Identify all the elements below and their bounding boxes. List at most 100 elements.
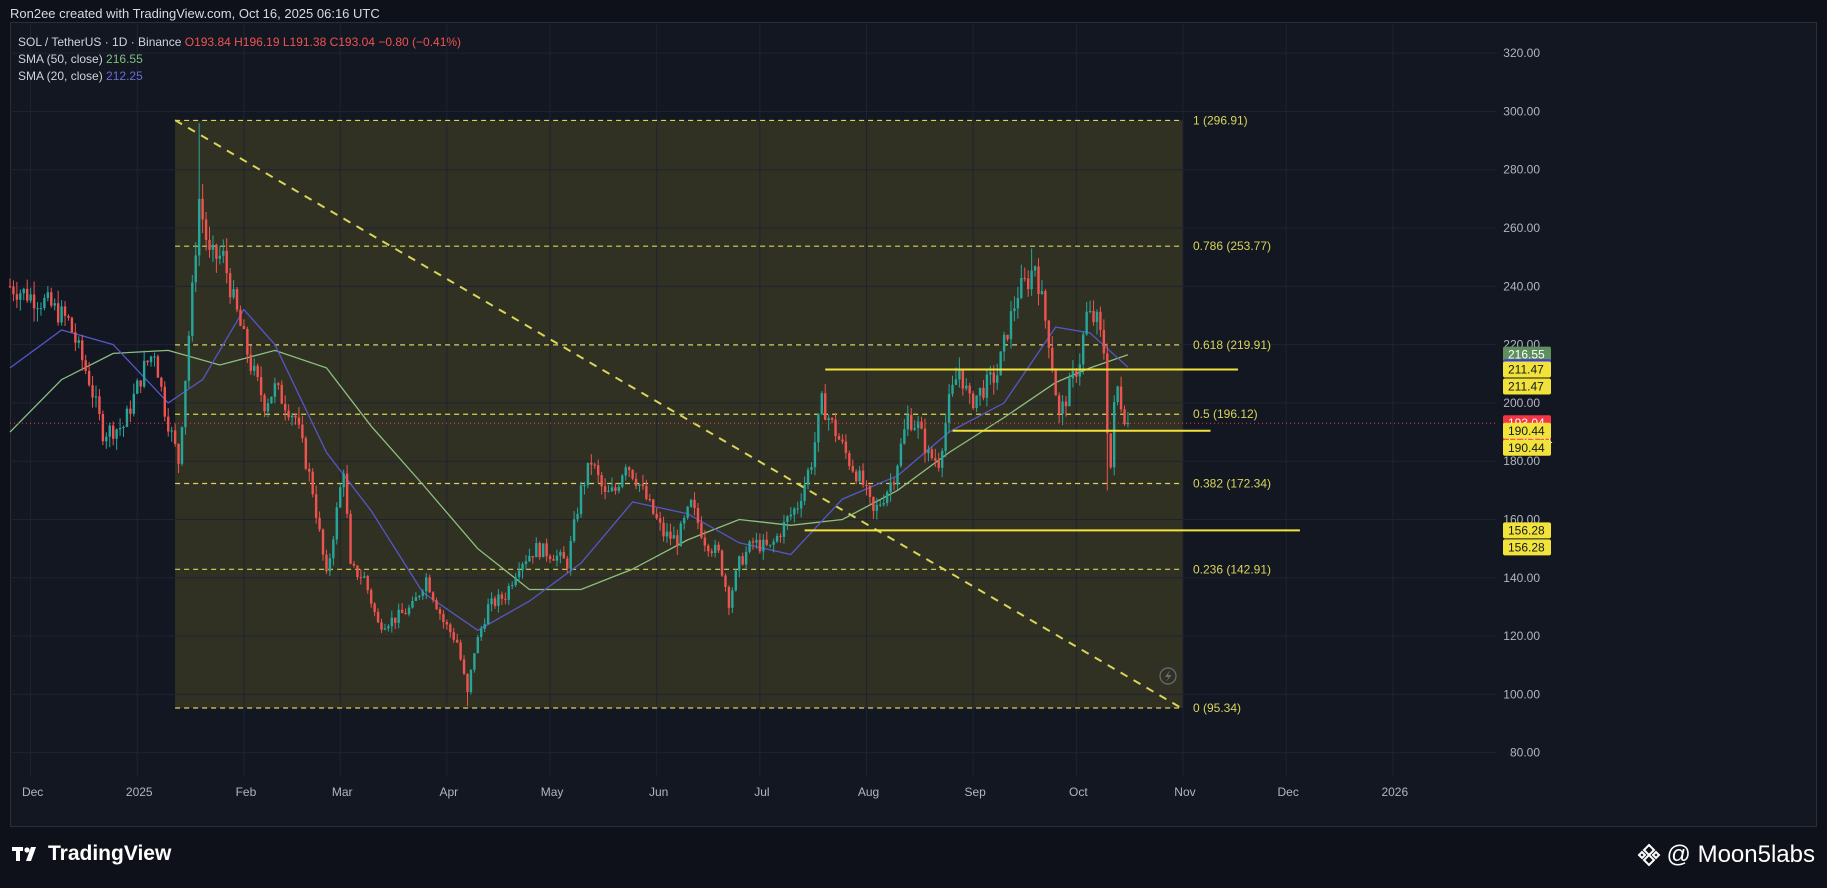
- sma-50-line: [9, 349, 1129, 591]
- candle-body: [218, 255, 222, 259]
- candle-body: [1026, 278, 1030, 290]
- candle-body: [607, 491, 610, 493]
- candle-body: [1075, 371, 1078, 377]
- candle-body: [428, 577, 431, 593]
- candle-body: [256, 365, 259, 378]
- candle-body: [476, 637, 480, 654]
- candlesticks: [8, 123, 1130, 707]
- candle-body: [414, 597, 418, 601]
- x-tick-label: Nov: [1174, 785, 1195, 799]
- candle-body: [868, 485, 872, 497]
- candle-body: [768, 544, 772, 546]
- sma50-row[interactable]: SMA (50, close) 216.55: [18, 51, 461, 68]
- candle-body: [63, 306, 67, 316]
- candle-body: [762, 539, 765, 552]
- candle-body: [872, 496, 875, 511]
- candle-body: [710, 551, 713, 554]
- candle-body: [686, 506, 689, 518]
- candle-body: [765, 539, 768, 545]
- candle-body: [1068, 378, 1071, 407]
- candle-body: [1078, 364, 1081, 377]
- candle-body: [228, 273, 232, 298]
- candle-body: [1106, 353, 1109, 434]
- candle-body: [394, 617, 397, 623]
- candle-body: [1071, 371, 1075, 379]
- candle-body: [56, 303, 60, 323]
- price-chart[interactable]: 1 (296.91) 0.786 (253.77) 0.618 (219.91) 0.…: [0, 0, 1827, 829]
- candle-body: [992, 372, 995, 383]
- candle-body: [786, 516, 789, 522]
- candle-body: [263, 395, 266, 412]
- candle-body: [111, 425, 115, 439]
- watermark-text: @ Moon5labs: [1666, 841, 1815, 868]
- tradingview-logo-icon: [12, 847, 36, 861]
- candle-body: [631, 469, 634, 479]
- candle-body: [820, 393, 824, 414]
- candle-body: [848, 453, 851, 467]
- candle-body: [713, 544, 717, 554]
- x-tick-label: 2026: [1381, 785, 1408, 799]
- price-tag-text: 156.28: [1508, 540, 1545, 554]
- candle-body: [652, 499, 655, 514]
- candle-body: [916, 421, 920, 429]
- ohlc-close: C193.04: [329, 35, 375, 49]
- candle-body: [923, 428, 927, 454]
- candle-body: [232, 289, 235, 298]
- candle-body: [486, 604, 490, 625]
- candle-body: [541, 543, 545, 558]
- sma20-row[interactable]: SMA (20, close) 212.25: [18, 68, 461, 85]
- price-tag-text: 190.44: [1508, 441, 1545, 455]
- sma20-label: SMA (20, close): [18, 69, 103, 83]
- candle-body: [947, 394, 951, 423]
- candle-body: [490, 598, 493, 605]
- x-tick-label: Dec: [1277, 785, 1298, 799]
- candle-body: [507, 586, 510, 600]
- candle-body: [342, 473, 345, 488]
- candle-body: [249, 354, 252, 371]
- ohlc-high: H196.19: [234, 35, 280, 49]
- candle-body: [387, 626, 390, 629]
- y-tick-label: 260.00: [1503, 221, 1540, 235]
- price-tag-level: [1503, 522, 1551, 539]
- candle-body: [576, 513, 579, 520]
- candle-body: [913, 428, 916, 430]
- candle-body: [108, 425, 111, 437]
- candle-body: [1023, 278, 1026, 280]
- candle-body: [738, 556, 741, 571]
- ohlc-change: −0.80 (−0.41%): [378, 35, 462, 49]
- candle-body: [215, 244, 218, 259]
- candle-body: [641, 484, 645, 486]
- candle-body: [173, 430, 177, 445]
- candle-body: [36, 308, 39, 310]
- fibonacci-levels: 1 (296.91) 0.786 (253.77) 0.618 (219.91) 0.…: [175, 113, 1271, 715]
- sma-50-path: [9, 349, 1129, 591]
- candle-body: [689, 499, 693, 507]
- lightning-icon[interactable]: [1159, 667, 1177, 685]
- candle-body: [1009, 311, 1013, 340]
- candle-body: [1016, 297, 1020, 309]
- candle-body: [906, 414, 909, 430]
- y-tick-label: 140.00: [1503, 571, 1540, 585]
- candle-body: [662, 522, 665, 537]
- candle-body: [438, 609, 442, 614]
- candle-body: [1109, 433, 1112, 468]
- y-tick-label: 180.00: [1503, 454, 1540, 468]
- candle-body: [366, 576, 369, 590]
- tradingview-logo[interactable]: TradingView: [12, 842, 171, 866]
- candle-body: [658, 518, 662, 523]
- sma50-value: 216.55: [106, 52, 143, 66]
- candle-body: [12, 286, 15, 295]
- candle-body: [356, 565, 359, 578]
- candle-body: [1002, 334, 1006, 352]
- candle-body: [352, 563, 356, 566]
- candle-body: [1099, 311, 1102, 330]
- candle-body: [720, 550, 724, 576]
- candle-body: [610, 487, 614, 492]
- candle-body: [724, 575, 727, 587]
- candle-body: [22, 288, 25, 294]
- candle-body: [793, 508, 796, 515]
- binance-icon: [1637, 843, 1660, 867]
- candle-body: [290, 415, 294, 418]
- candle-body: [146, 360, 149, 363]
- lightning-icon-ring: [1159, 667, 1177, 685]
